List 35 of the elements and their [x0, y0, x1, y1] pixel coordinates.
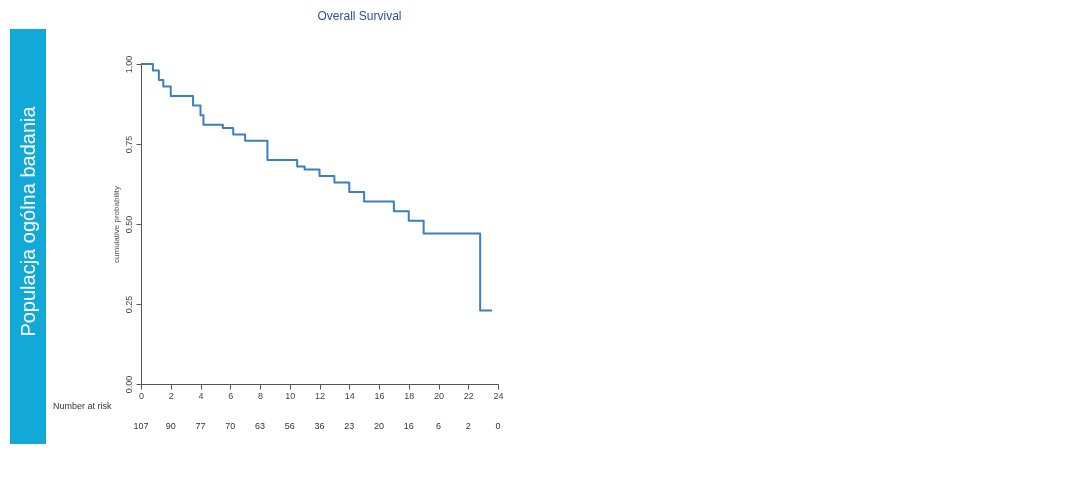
text: 6: [435, 421, 442, 431]
y-axis-title: cumulative probability: [111, 186, 121, 263]
y-tick-label: 0.00: [123, 375, 134, 394]
text: 20: [373, 421, 385, 431]
text: 56: [284, 421, 295, 431]
text: 0: [495, 421, 501, 431]
text: 77: [195, 421, 206, 431]
y-tick-label: 0.50: [123, 215, 134, 234]
text: Populacja ogólna badania: [17, 105, 39, 337]
x-tick-label: 24: [493, 390, 504, 401]
x-tick-label: 2: [168, 390, 174, 401]
x-tick-label: 14: [344, 390, 355, 401]
chart-title: Overall Survival: [317, 9, 402, 23]
x-tick-label: 16: [374, 390, 385, 401]
y-tick-label: 0.75: [123, 135, 134, 154]
text: 63: [254, 421, 266, 431]
x-tick-label: 8: [257, 390, 264, 401]
x-tick-label: 10: [285, 390, 296, 401]
x-tick-label: 22: [463, 390, 474, 401]
text: 23: [344, 421, 355, 431]
y-tick-label: 0.25: [123, 295, 134, 314]
x-tick-label: 0: [138, 390, 145, 401]
x-tick-label: 6: [228, 390, 234, 401]
text: 90: [165, 421, 176, 431]
text: 107: [133, 421, 149, 431]
y-tick-label: 1.00: [123, 55, 134, 74]
text: 36: [314, 421, 325, 431]
x-tick-label: 12: [314, 390, 326, 401]
text: 16: [403, 421, 414, 431]
x-tick-label: 18: [404, 390, 415, 401]
x-tick-label: 4: [198, 390, 204, 401]
text: 70: [225, 421, 236, 431]
text: Number at risk: [53, 401, 113, 411]
x-tick-label: 20: [433, 390, 445, 401]
text: 2: [465, 421, 471, 431]
